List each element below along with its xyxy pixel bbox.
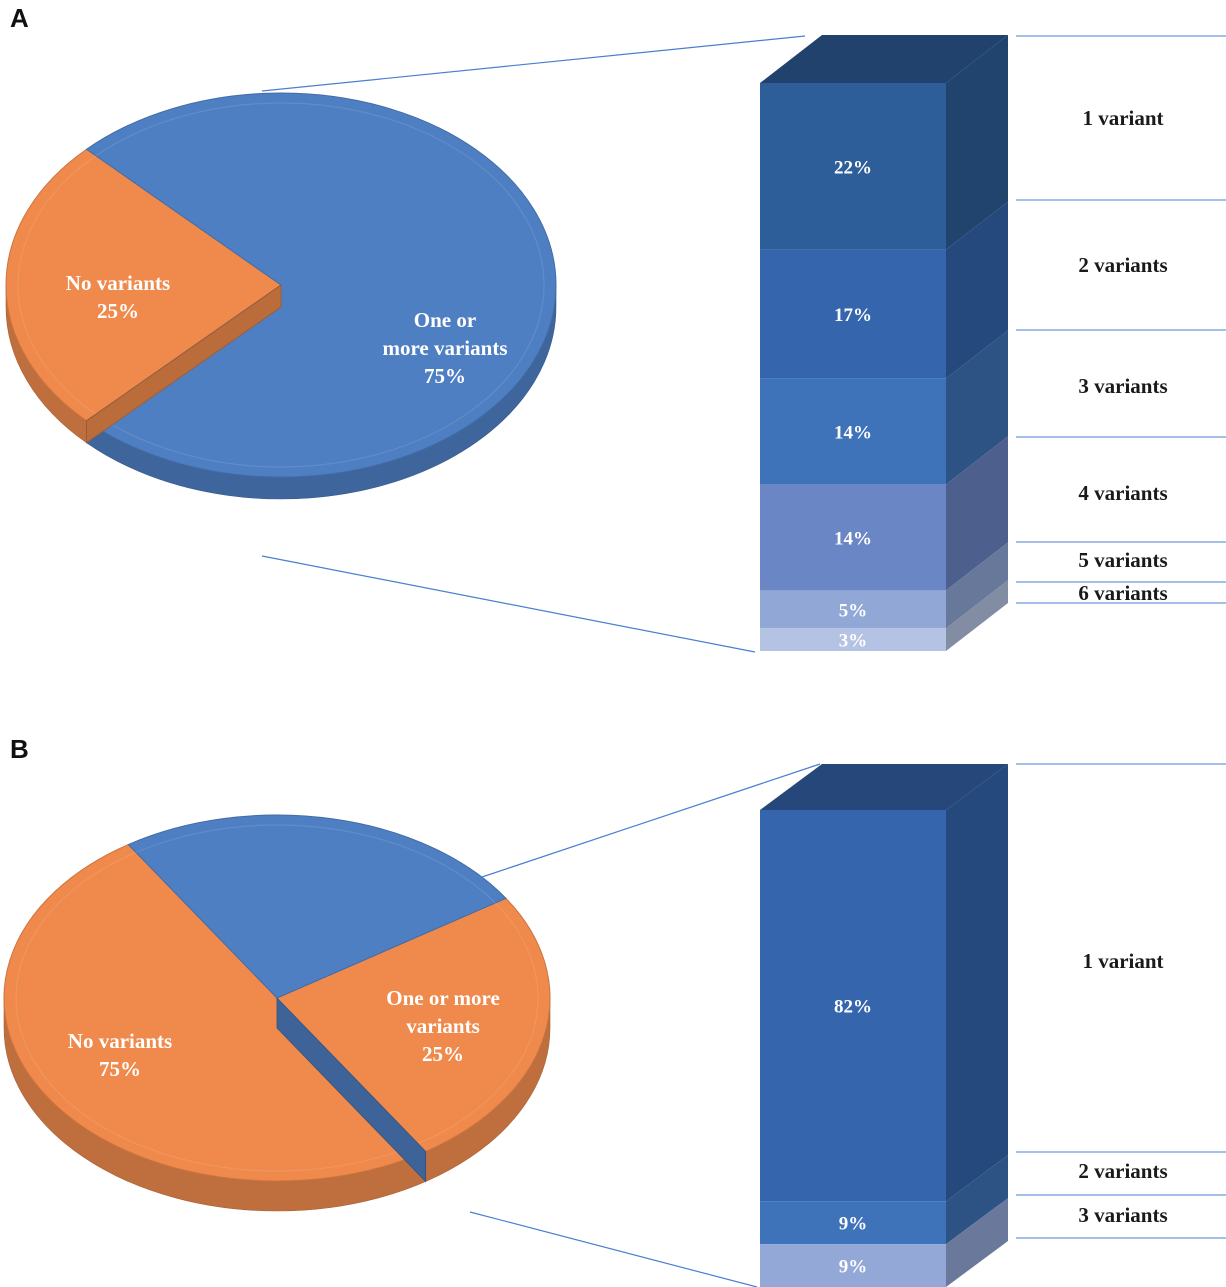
connector-line-2 (261, 555, 756, 653)
panel-a: 22% 17% 14% 14% 5% 3% 1 variant 2 variants 3 var… (5, 35, 1226, 653)
bar-segment-label-5: 5% (839, 600, 868, 621)
bar-top-face (760, 764, 1008, 810)
breakdown-bar-a: 22% 17% 14% 14% 5% 3% 1 variant 2 variants 3 var… (760, 35, 1226, 652)
slice-label-one-or-more-line2: variants (406, 1014, 480, 1038)
pie-slice-no-variants (5, 148, 282, 422)
bar-segment-6 (760, 628, 946, 651)
category-label-3: 3 variants (1078, 374, 1167, 398)
connector-lines-a (261, 35, 806, 653)
bar-segment-1 (760, 83, 946, 250)
bar-side-3 (946, 330, 1008, 485)
category-label-5: 5 variants (1078, 548, 1167, 572)
category-label-6: 6 variants (1078, 581, 1167, 605)
pie-labels-a: No variants 25% One or more variants 75% (66, 271, 508, 388)
pie-chart-b (3, 814, 551, 1212)
panel-letter-a: A (10, 3, 29, 33)
panel-b: 82% 9% 9% 1 variant 2 variants 3 variants No … (3, 763, 1226, 1287)
category-label-2: 2 variants (1078, 1159, 1167, 1183)
bar-segment-2 (760, 249, 946, 379)
pie-labels-b: No variants 75% One or more variants 25% (68, 986, 500, 1081)
category-label-3: 3 variants (1078, 1203, 1167, 1227)
bar-segment-3 (760, 1244, 946, 1287)
slice-value-no-variants: 75% (99, 1057, 141, 1081)
pie-slice-one-or-more-variants (85, 92, 557, 478)
slice-value-one-or-more: 75% (424, 364, 466, 388)
pie-slice-one-or-more-variants (127, 814, 507, 999)
bar-side-4 (946, 436, 1008, 591)
panel-letter-b: B (10, 734, 29, 764)
bar-segment-label-4: 14% (834, 528, 872, 549)
slice-label-no-variants: No variants (68, 1029, 172, 1053)
slice-label-one-or-more-line2: more variants (382, 336, 507, 360)
bar-segment-label-3: 14% (834, 422, 872, 443)
bar-segment-label-1: 22% (834, 157, 872, 178)
bar-side-2 (946, 201, 1008, 379)
bar-side-3 (946, 1198, 1008, 1287)
bar-segment-1 (760, 810, 946, 1202)
slice-label-one-or-more-line1: One or more (386, 986, 500, 1010)
bar-segment-5 (760, 590, 946, 629)
pie-rim-highlight (17, 102, 545, 468)
connector-line-2 (469, 1211, 758, 1287)
connector-line-1 (481, 763, 821, 878)
bar-segment-3 (760, 378, 946, 485)
bar-segment-label-2: 17% (834, 305, 872, 326)
bar-segment-label-1: 82% (834, 997, 872, 1018)
bar-side-1 (946, 35, 1008, 250)
bar-segment-4 (760, 484, 946, 591)
slice-value-no-variants: 25% (97, 299, 139, 323)
breakdown-bar-b: 82% 9% 9% 1 variant 2 variants 3 variants (760, 763, 1226, 1287)
category-label-1: 1 variant (1082, 106, 1163, 130)
category-label-1: 1 variant (1082, 949, 1163, 973)
bar-segment-2 (760, 1201, 946, 1245)
slice-label-no-variants: No variants (66, 271, 170, 295)
connector-line-1 (261, 35, 806, 92)
category-label-4: 4 variants (1078, 481, 1167, 505)
pie-wall (86, 284, 282, 444)
bar-side-1 (946, 764, 1008, 1202)
slice-value-one-or-more: 25% (422, 1042, 464, 1066)
pie-chart-a (5, 92, 557, 500)
bar-side-6 (946, 580, 1008, 651)
pie-rim-highlight (15, 824, 539, 1172)
bar-segment-label-3: 9% (839, 1257, 868, 1278)
pie-wall (276, 997, 427, 1183)
bar-segment-label-2: 9% (839, 1214, 868, 1235)
bar-side-5 (946, 542, 1008, 629)
bar-side-2 (946, 1155, 1008, 1245)
connector-lines-b (469, 763, 821, 1287)
bar-segment-label-6: 3% (839, 631, 868, 652)
slice-label-one-or-more-line1: One or (414, 308, 476, 332)
category-label-2: 2 variants (1078, 253, 1167, 277)
bar-top-face (760, 35, 1008, 83)
